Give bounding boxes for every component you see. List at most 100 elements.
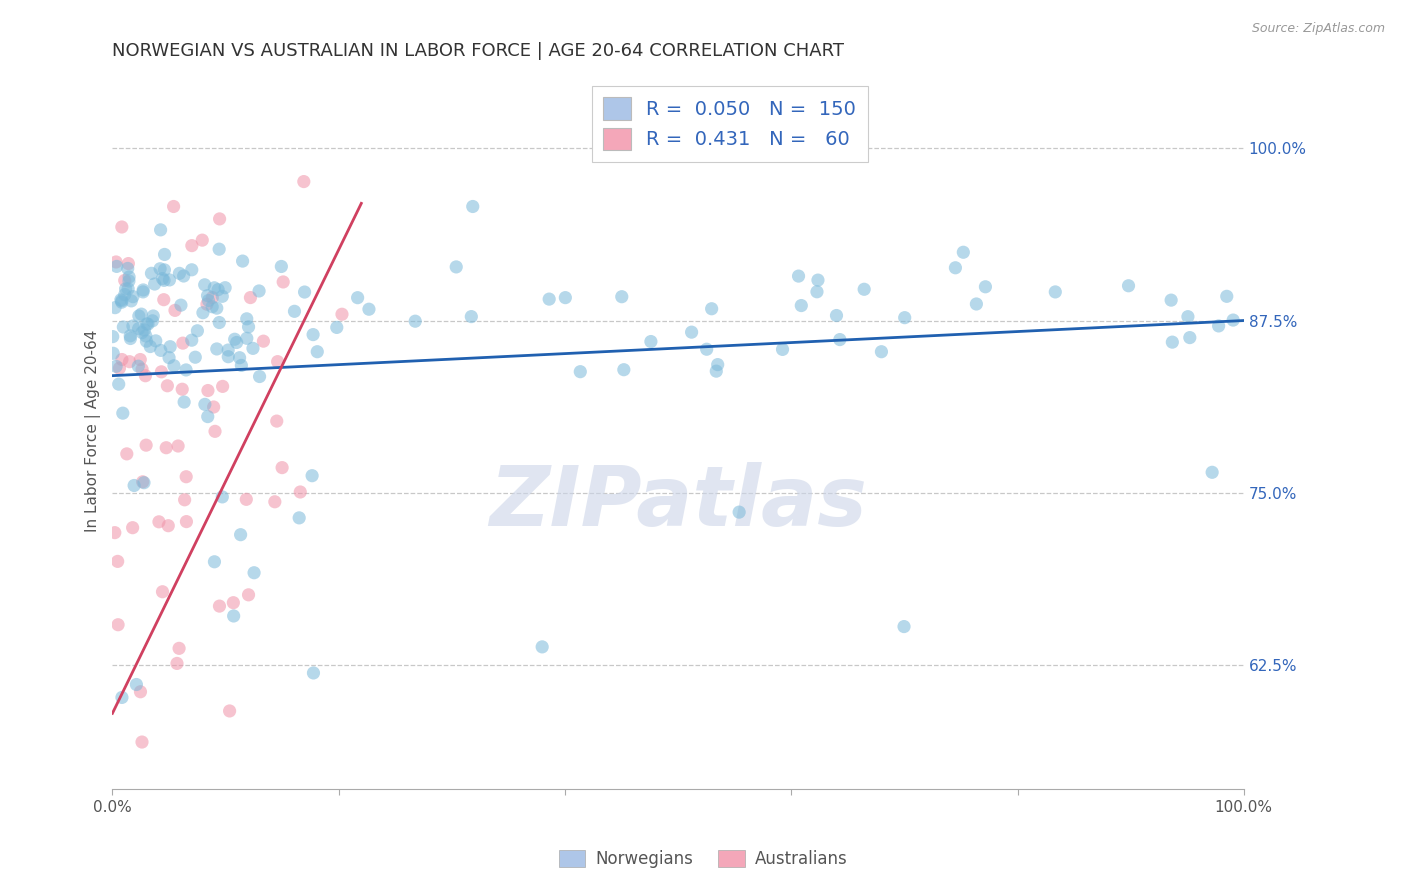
Point [271,275,294,289]
Point [117,261,139,276]
Point [134,368,156,383]
Point [235,311,257,326]
Point [290,485,312,500]
Point [173,268,195,283]
Point [222,596,245,610]
Point [155,441,177,455]
Point [153,247,176,261]
Legend: R =  0.050   N =  150, R =  0.431   N =   60: R = 0.050 N = 150, R = 0.431 N = 60 [592,86,868,161]
Point [610,290,633,304]
Point [1201,465,1223,479]
Point [117,256,139,270]
Point [135,329,157,343]
Point [184,350,207,364]
Point [330,307,353,321]
Point [238,319,260,334]
Point [105,255,128,269]
Point [167,439,190,453]
Point [167,641,190,656]
Point [229,527,252,541]
Point [807,273,830,287]
Point [228,351,250,365]
Point [170,298,193,312]
Point [117,282,139,296]
Point [772,343,794,357]
Y-axis label: In Labor Force | Age 20-64: In Labor Force | Age 20-64 [86,330,101,532]
Point [346,291,368,305]
Point [554,291,576,305]
Point [157,351,180,365]
Point [1045,285,1067,299]
Point [132,283,155,297]
Point [224,332,246,346]
Point [893,310,915,325]
Point [174,363,197,377]
Point [974,280,997,294]
Point [217,343,239,357]
Point [270,260,292,274]
Point [172,382,194,396]
Point [110,293,132,307]
Text: ZIPatlas: ZIPatlas [489,462,868,543]
Point [107,554,129,568]
Point [108,361,131,376]
Point [166,657,188,671]
Point [139,339,162,353]
Point [728,505,751,519]
Point [115,447,138,461]
Point [307,344,329,359]
Point [247,284,270,298]
Point [107,377,129,392]
Point [131,326,153,340]
Point [211,289,233,303]
Point [790,299,813,313]
Point [180,333,202,347]
Point [121,521,143,535]
Point [169,266,191,280]
Point [444,260,467,274]
Text: Source: ZipAtlas.com: Source: ZipAtlas.com [1251,22,1385,36]
Point [243,566,266,580]
Point [149,343,172,358]
Point [893,619,915,633]
Point [150,365,173,379]
Point [131,362,153,376]
Point [135,317,157,331]
Point [231,359,253,373]
Point [214,281,236,295]
Point [357,302,380,317]
Point [111,352,134,367]
Point [159,273,181,287]
Point [266,414,288,428]
Point [132,285,155,299]
Point [211,490,233,504]
Point [111,219,134,234]
Point [104,301,127,315]
Point [569,365,592,379]
Point [294,285,316,299]
Point [191,306,214,320]
Point [197,288,219,302]
Point [205,301,228,315]
Point [825,309,848,323]
Point [105,359,128,374]
Point [302,327,325,342]
Point [132,475,155,490]
Point [159,340,181,354]
Point [173,395,195,409]
Point [704,364,727,378]
Point [706,358,728,372]
Point [120,331,142,345]
Point [271,460,294,475]
Point [249,369,271,384]
Point [201,300,224,314]
Point [118,354,141,368]
Point [111,295,134,310]
Point [217,350,239,364]
Point [128,309,150,323]
Point [111,293,134,308]
Point [129,352,152,367]
Point [965,297,987,311]
Point [204,555,226,569]
Point [460,310,482,324]
